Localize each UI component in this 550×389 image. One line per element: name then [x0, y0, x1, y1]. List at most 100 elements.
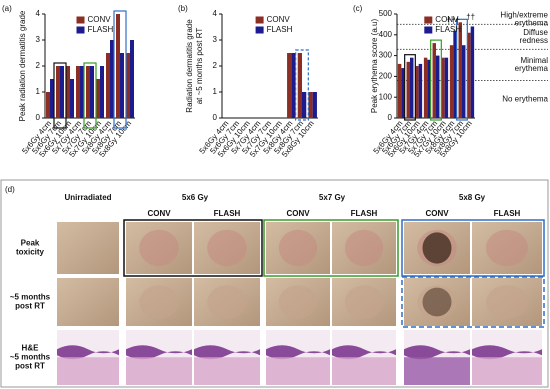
column-subheader: CONV: [147, 209, 171, 218]
epidermis: [332, 345, 396, 360]
bar: [449, 45, 454, 119]
legend-swatch: [255, 16, 264, 24]
bar: [458, 22, 462, 118]
legend-swatch: [424, 26, 433, 34]
dermis: [266, 357, 330, 385]
y-tick-label: 4: [213, 9, 218, 18]
bar: [415, 66, 419, 118]
epidermis: [404, 345, 470, 360]
bar: [46, 92, 50, 118]
y-tick-label: 0: [388, 113, 393, 122]
bar: [287, 53, 292, 118]
column-subheader: FLASH: [494, 209, 521, 218]
row-label: H&E: [22, 344, 40, 353]
bar: [50, 79, 54, 118]
column-header: 5x6 Gy: [182, 193, 209, 202]
bar: [96, 79, 100, 118]
row-label: toxicity: [16, 248, 45, 257]
panel-label: (d): [5, 185, 15, 194]
photo: [57, 278, 119, 326]
bar: [397, 63, 402, 118]
irradiated-area: [139, 285, 179, 319]
irradiated-area: [207, 229, 247, 267]
region-label: redness: [520, 36, 548, 45]
irradiated-area: [486, 229, 528, 267]
irradiated-area: [139, 229, 179, 267]
y-axis-label: Peak radiation dermatitis grade: [18, 10, 27, 121]
annotation: †††: [447, 17, 460, 26]
bar: [130, 40, 134, 118]
legend-label: FLASH: [267, 25, 293, 34]
highlight-box: [430, 39, 442, 121]
bar: [90, 66, 94, 118]
legend-swatch: [424, 16, 433, 24]
bar: [110, 40, 114, 118]
dermis: [332, 357, 396, 385]
epidermis: [126, 345, 192, 360]
bar: [308, 92, 313, 118]
bar: [126, 53, 130, 118]
irradiated-area: [207, 285, 247, 319]
bar: [302, 92, 307, 118]
bar: [444, 57, 449, 118]
region-label: Minimal: [520, 56, 548, 65]
irradiated-area: [278, 229, 318, 267]
dermis: [126, 357, 192, 385]
bar: [100, 66, 104, 118]
bar: [427, 59, 431, 118]
group-box: [123, 219, 263, 277]
lesion: [422, 232, 452, 264]
region-label: No erythema: [502, 94, 548, 103]
bar: [406, 61, 410, 118]
bar: [401, 68, 405, 118]
dermis: [404, 357, 470, 385]
column-header: 5x8 Gy: [459, 193, 486, 202]
y-tick-label: 0: [213, 113, 218, 122]
region-label: erythema: [515, 18, 549, 27]
y-tick-label: 2: [213, 61, 218, 70]
y-tick-label: 3: [213, 35, 218, 44]
column-subheader: FLASH: [351, 209, 378, 218]
epidermis: [266, 345, 330, 360]
bar: [291, 53, 296, 118]
bar: [56, 66, 60, 118]
legend-label: CONV: [88, 15, 112, 24]
y-tick-label: 1: [213, 87, 218, 96]
irradiated-area: [278, 285, 318, 319]
legend-label: CONV: [267, 15, 291, 24]
highlight-box: [456, 18, 468, 121]
bar: [467, 32, 471, 118]
bar: [80, 66, 84, 118]
group-box: [401, 219, 545, 277]
bar: [60, 66, 64, 118]
dermis: [194, 357, 260, 385]
y-tick-label: 400: [379, 30, 393, 39]
bar: [453, 30, 457, 118]
y-tick-label: 100: [379, 92, 393, 101]
bar: [410, 57, 414, 118]
bar: [76, 66, 80, 118]
bar: [432, 43, 436, 119]
annotation: ††: [466, 13, 475, 22]
y-tick-label: 1: [36, 87, 41, 96]
irradiated-area: [486, 285, 528, 319]
row-label: ~5 months: [10, 293, 51, 302]
bar: [312, 92, 317, 118]
irradiated-area: [344, 285, 384, 319]
column-subheader: CONV: [286, 209, 310, 218]
legend-label: FLASH: [88, 25, 114, 34]
bar: [106, 53, 110, 118]
group-box: [263, 219, 399, 277]
highlight-box: [295, 49, 309, 121]
bar: [418, 63, 423, 118]
bar: [86, 66, 90, 118]
row-label: ~5 months: [10, 353, 51, 362]
y-tick-label: 200: [379, 72, 393, 81]
y-axis-label: Peak erythema score (a.u): [370, 19, 379, 114]
epidermis: [57, 345, 119, 360]
dermis: [472, 357, 542, 385]
highlight-box: [113, 10, 127, 129]
highlight-box: [83, 62, 97, 129]
column-subheader: CONV: [425, 209, 449, 218]
